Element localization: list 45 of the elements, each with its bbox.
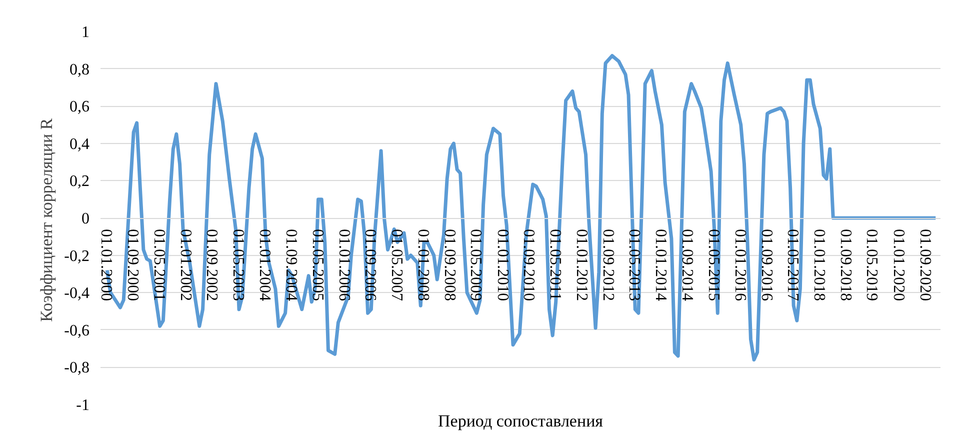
y-tick-label: -1 [76, 397, 90, 414]
y-tick-label: 0,8 [70, 61, 90, 78]
x-tick-label: 01.09.2002 [203, 229, 220, 301]
x-tick-label: 01.01.2000 [98, 229, 115, 301]
y-tick-label: 0,6 [70, 98, 90, 116]
y-axis-title: Коэффициент корреляции R [37, 118, 56, 322]
y-tick-label: -0,2 [64, 248, 90, 265]
x-tick-label: 01.09.2014 [678, 229, 696, 301]
x-tick-label: 01.05.2001 [150, 229, 168, 301]
x-tick-label: 01.01.2012 [572, 229, 590, 301]
x-tick-label: 01.01.2020 [890, 229, 907, 301]
x-tick-label: 01.05.2005 [308, 229, 326, 301]
x-tick-label: 01.01.2008 [414, 229, 432, 301]
x-tick-label: 01.01.2010 [494, 229, 511, 301]
x-tick-label: 01.05.2019 [863, 229, 880, 301]
x-tick-label: 01.05.2007 [388, 229, 405, 301]
x-axis-title: Период сопоставления [438, 412, 604, 430]
y-tick-label: -0,6 [64, 322, 90, 340]
x-tick-label: 01.05.2013 [626, 229, 643, 301]
x-tick-label: 01.01.2018 [810, 229, 828, 301]
x-tick-label: 01.09.2016 [758, 229, 775, 301]
y-tick-label: 0,4 [70, 136, 90, 153]
x-tick-label: 01.09.2012 [599, 229, 616, 301]
x-tick-label: 01.01.2006 [335, 229, 352, 301]
x-tick-label: 01.05.2015 [704, 229, 722, 301]
y-tick-label: 0,2 [70, 173, 90, 190]
x-tick-label: 01.09.2010 [520, 229, 538, 301]
x-tick-label: 01.09.2006 [362, 229, 379, 301]
x-tick-label: 01.09.2020 [916, 229, 934, 301]
x-tick-label: 01.05.2003 [229, 229, 246, 301]
x-tick-label: 01.01.2004 [256, 229, 274, 301]
y-tick-label: 1 [82, 24, 90, 41]
x-tick-label: 01.01.2002 [176, 229, 194, 301]
x-tick-label: 01.09.2000 [124, 229, 142, 301]
x-tick-label: 01.09.2018 [836, 229, 854, 301]
x-tick-label: 01.01.2016 [731, 229, 748, 301]
y-tick-label: 0 [82, 210, 90, 228]
y-tick-label: -0,4 [64, 285, 90, 302]
x-tick-label: 01.09.2008 [440, 229, 458, 301]
x-tick-label: 01.01.2014 [652, 229, 670, 301]
y-tick-label: -0,8 [64, 360, 90, 377]
x-tick-label: 01.05.2011 [546, 229, 564, 300]
x-tick-label: 01.09.2004 [282, 229, 300, 301]
x-tick-label: 01.05.2009 [467, 229, 484, 301]
x-tick-label: 01.05.2017 [784, 229, 802, 301]
